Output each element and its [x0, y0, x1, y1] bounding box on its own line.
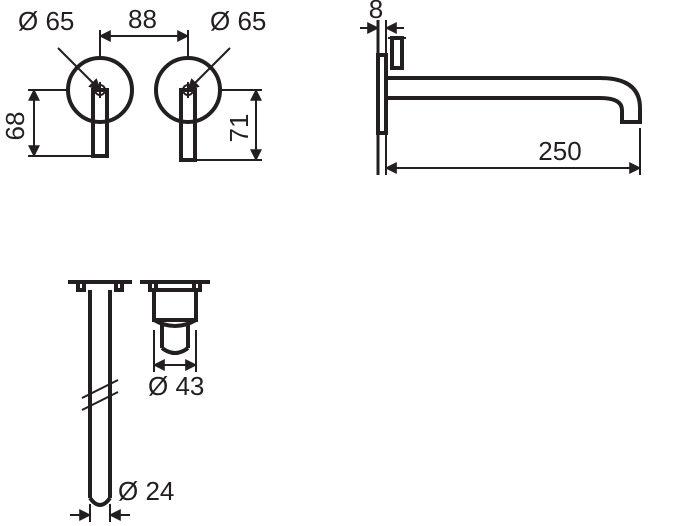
dim-d43: Ø 43 [148, 371, 204, 401]
drain-body [140, 282, 210, 353]
front-view: Ø 65 Ø 65 88 68 71 [0, 4, 266, 160]
dim-d65-right: Ø 65 [210, 6, 266, 36]
side-view: 8 250 [360, 0, 640, 175]
technical-drawing: Ø 65 Ø 65 88 68 71 [0, 0, 693, 526]
side-handle [392, 38, 402, 68]
dim-88: 88 [128, 4, 157, 34]
right-handle [181, 90, 195, 160]
dim-8: 8 [369, 0, 383, 24]
dim-71: 71 [224, 114, 254, 143]
dim-250: 250 [538, 136, 581, 166]
dim-68: 68 [0, 112, 30, 141]
spout [386, 78, 640, 122]
dim-d65-left: Ø 65 [18, 6, 74, 36]
dim-d24: Ø 24 [118, 476, 174, 506]
bottom-view: Ø 43 Ø 24 [68, 282, 210, 522]
drain-tailpipe [68, 282, 132, 505]
